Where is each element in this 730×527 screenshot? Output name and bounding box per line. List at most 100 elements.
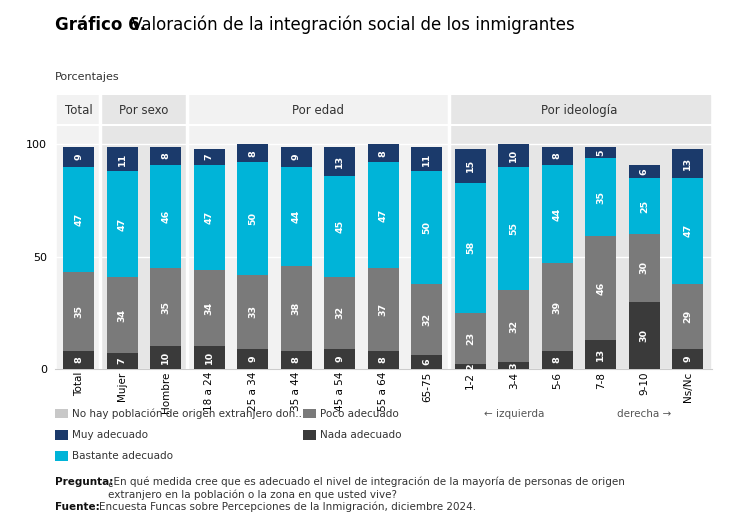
Text: 34: 34 — [118, 308, 127, 321]
Text: 5: 5 — [596, 149, 605, 155]
Text: 47: 47 — [204, 211, 214, 224]
Text: 2: 2 — [466, 363, 474, 370]
Bar — [324, 147, 356, 176]
Text: 46: 46 — [161, 210, 170, 223]
Bar — [324, 349, 356, 369]
Text: 34: 34 — [204, 302, 214, 315]
Text: Encuesta Funcas sobre Percepciones de la Inmigración, diciembre 2024.: Encuesta Funcas sobre Percepciones de la… — [99, 502, 476, 512]
Text: 32: 32 — [335, 306, 345, 319]
Bar — [63, 147, 94, 167]
Bar — [455, 364, 486, 369]
Bar — [107, 171, 138, 277]
Bar — [280, 147, 312, 167]
Bar — [672, 284, 704, 349]
Text: 38: 38 — [292, 301, 301, 315]
Bar — [672, 349, 704, 369]
Bar — [448, 95, 710, 124]
Text: derecha →: derecha → — [617, 409, 672, 418]
Text: 33: 33 — [248, 305, 257, 318]
Text: 55: 55 — [510, 222, 518, 235]
Bar — [101, 126, 188, 369]
Bar — [411, 284, 442, 355]
Bar — [237, 349, 269, 369]
Text: 32: 32 — [510, 320, 518, 333]
Text: 47: 47 — [379, 209, 388, 222]
Bar — [237, 162, 269, 275]
Text: Fuente:: Fuente: — [55, 502, 99, 512]
Text: 10: 10 — [510, 149, 518, 162]
Text: Muy adecuado: Muy adecuado — [72, 430, 147, 440]
Bar — [193, 270, 225, 346]
Text: 8: 8 — [553, 357, 562, 363]
Bar — [498, 290, 529, 362]
Bar — [455, 149, 486, 182]
Bar — [498, 167, 529, 290]
Bar — [63, 351, 94, 369]
Bar — [324, 176, 356, 277]
Text: 35: 35 — [596, 191, 605, 204]
Bar — [237, 144, 269, 162]
Text: 37: 37 — [379, 303, 388, 316]
Bar — [324, 277, 356, 349]
Text: 10: 10 — [161, 351, 170, 364]
Text: No hay población de origen extranjero don...: No hay población de origen extranjero do… — [72, 408, 305, 419]
Text: Por edad: Por edad — [292, 104, 344, 118]
Bar — [150, 164, 181, 268]
Bar — [193, 149, 225, 164]
Bar — [150, 268, 181, 346]
Bar — [188, 126, 448, 369]
Text: 23: 23 — [466, 332, 474, 345]
Text: Por sexo: Por sexo — [119, 104, 169, 118]
Text: 35: 35 — [74, 305, 83, 318]
Bar — [411, 355, 442, 369]
Bar — [107, 277, 138, 353]
Text: 29: 29 — [683, 309, 692, 323]
Bar — [585, 340, 616, 369]
Text: 50: 50 — [422, 221, 431, 234]
Text: 11: 11 — [118, 152, 127, 165]
Bar — [455, 182, 486, 313]
Text: 13: 13 — [335, 155, 345, 168]
Bar — [629, 164, 660, 178]
Bar — [411, 147, 442, 171]
Bar — [107, 147, 138, 171]
Text: 44: 44 — [292, 210, 301, 223]
Text: 47: 47 — [118, 218, 127, 231]
Text: 9: 9 — [248, 356, 257, 362]
Bar — [672, 149, 704, 178]
Text: 7: 7 — [118, 358, 127, 364]
Bar — [542, 351, 573, 369]
Bar — [629, 301, 660, 369]
Bar — [150, 147, 181, 164]
Text: 8: 8 — [379, 150, 388, 157]
Text: Gráfico 6.: Gráfico 6. — [55, 16, 146, 34]
Text: Pregunta:: Pregunta: — [55, 477, 113, 487]
Text: Total: Total — [65, 104, 93, 118]
Bar — [542, 164, 573, 264]
Text: 15: 15 — [466, 159, 474, 172]
Bar — [188, 95, 448, 124]
Text: 25: 25 — [639, 200, 649, 213]
Text: 58: 58 — [466, 241, 474, 255]
Bar — [63, 167, 94, 272]
Text: 9: 9 — [292, 153, 301, 160]
Bar — [542, 147, 573, 164]
Text: 50: 50 — [248, 212, 257, 225]
Bar — [368, 351, 399, 369]
Bar — [63, 272, 94, 351]
Bar — [193, 164, 225, 270]
Text: 45: 45 — [335, 220, 345, 233]
Bar — [498, 362, 529, 369]
Text: 30: 30 — [639, 261, 649, 275]
Bar — [585, 147, 616, 158]
Text: 44: 44 — [553, 208, 562, 221]
Text: 3: 3 — [510, 362, 518, 369]
Text: 30: 30 — [639, 329, 649, 341]
Bar — [411, 171, 442, 284]
Text: 32: 32 — [422, 313, 431, 326]
Text: 9: 9 — [335, 356, 345, 362]
Text: 39: 39 — [553, 300, 562, 314]
Text: 8: 8 — [292, 357, 301, 363]
Text: ¿En qué medida cree que es adecuado el nivel de integración de la mayoría de per: ¿En qué medida cree que es adecuado el n… — [108, 477, 625, 500]
Bar — [629, 234, 660, 301]
